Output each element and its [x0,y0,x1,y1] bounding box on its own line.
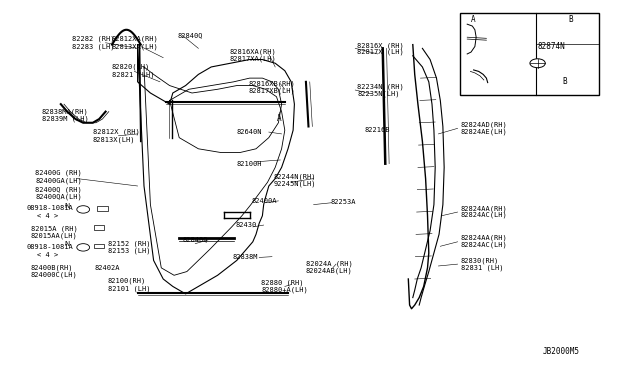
Text: 82216B: 82216B [365,127,390,133]
Text: 82015AA(LH): 82015AA(LH) [31,233,77,240]
Text: 82813XA(LH): 82813XA(LH) [112,43,159,50]
Text: 82812XA(RH): 82812XA(RH) [112,36,159,42]
Text: 82840Q: 82840Q [182,236,208,242]
Text: 82400B(RH): 82400B(RH) [31,264,73,271]
Text: 82244N(RH): 82244N(RH) [274,173,316,180]
Text: 82400GA(LH): 82400GA(LH) [35,177,82,184]
Text: 82831 (LH): 82831 (LH) [461,264,503,271]
Text: 82400Q (RH): 82400Q (RH) [35,186,82,193]
Text: 82234N (RH): 82234N (RH) [357,83,404,90]
Text: < 4 >: < 4 > [37,252,58,258]
Text: 82100(RH): 82100(RH) [108,278,146,284]
Text: 82283 (LH): 82283 (LH) [72,43,114,50]
Text: A: A [471,15,476,24]
Text: 82152 (RH): 82152 (RH) [108,240,150,247]
Text: 82874N: 82874N [538,42,565,51]
Text: 82402A: 82402A [95,265,120,271]
Text: 82817X (LH): 82817X (LH) [357,49,404,55]
Text: 82235N(LH): 82235N(LH) [357,90,399,97]
Text: 82824AC(LH): 82824AC(LH) [461,212,508,218]
Text: 08918-1081A: 08918-1081A [27,205,74,211]
Text: 82824AA(RH): 82824AA(RH) [461,205,508,212]
Text: 82880 (RH): 82880 (RH) [261,279,303,286]
Circle shape [77,244,90,251]
Bar [97,206,108,211]
Text: 82282 (RH): 82282 (RH) [72,36,114,42]
Text: 82640N: 82640N [237,129,262,135]
Text: B: B [568,15,573,24]
Text: B: B [562,77,566,86]
Text: 82024A (RH): 82024A (RH) [306,261,353,267]
Text: 82101 (LH): 82101 (LH) [108,285,150,292]
Text: 82824AA(RH): 82824AA(RH) [461,235,508,241]
Text: 82253A: 82253A [330,199,356,205]
Bar [94,244,104,248]
Text: 82840Q: 82840Q [178,32,204,38]
Text: 82839M (LH): 82839M (LH) [42,116,88,122]
Text: 92245N(LH): 92245N(LH) [274,180,316,187]
Text: JB2000M5: JB2000M5 [543,347,580,356]
Text: 82880+A(LH): 82880+A(LH) [261,286,308,293]
Text: 82820(RH): 82820(RH) [112,64,150,70]
Text: < 4 >: < 4 > [37,213,58,219]
Text: 82400QA(LH): 82400QA(LH) [35,194,82,201]
Text: 82400A: 82400A [252,198,277,204]
Text: 82816XB(RH): 82816XB(RH) [248,80,295,87]
Text: 82817XA(LH): 82817XA(LH) [229,55,276,62]
Text: 82824AE(LH): 82824AE(LH) [461,128,508,135]
Text: 82430: 82430 [236,222,257,228]
Circle shape [530,59,545,68]
Text: 82838MA(RH): 82838MA(RH) [42,108,88,115]
Text: 82824AD(RH): 82824AD(RH) [461,121,508,128]
Text: 82015A (RH): 82015A (RH) [31,225,77,232]
Text: 82824AC(LH): 82824AC(LH) [461,241,508,248]
Text: 82816X (RH): 82816X (RH) [357,42,404,49]
Text: N: N [65,203,70,209]
Text: 82817XB(LH): 82817XB(LH) [248,87,295,94]
Text: 82100H: 82100H [237,161,262,167]
Text: A: A [276,114,281,123]
Text: 82400G (RH): 82400G (RH) [35,170,82,176]
Text: 82024AB(LH): 82024AB(LH) [306,267,353,274]
Text: 82153 (LH): 82153 (LH) [108,248,150,254]
Text: 08918-1081A: 08918-1081A [27,244,74,250]
Text: 82813X(LH): 82813X(LH) [93,136,135,143]
Bar [460,13,599,95]
Text: 82821 (LH): 82821 (LH) [112,71,154,78]
Text: 824000C(LH): 824000C(LH) [31,271,77,278]
Text: 82838M: 82838M [232,254,258,260]
Text: N: N [65,241,70,247]
Text: 82816XA(RH): 82816XA(RH) [229,49,276,55]
Circle shape [77,206,90,213]
Text: 82830(RH): 82830(RH) [461,257,499,264]
Bar [94,225,104,230]
Text: 82812X (RH): 82812X (RH) [93,129,140,135]
